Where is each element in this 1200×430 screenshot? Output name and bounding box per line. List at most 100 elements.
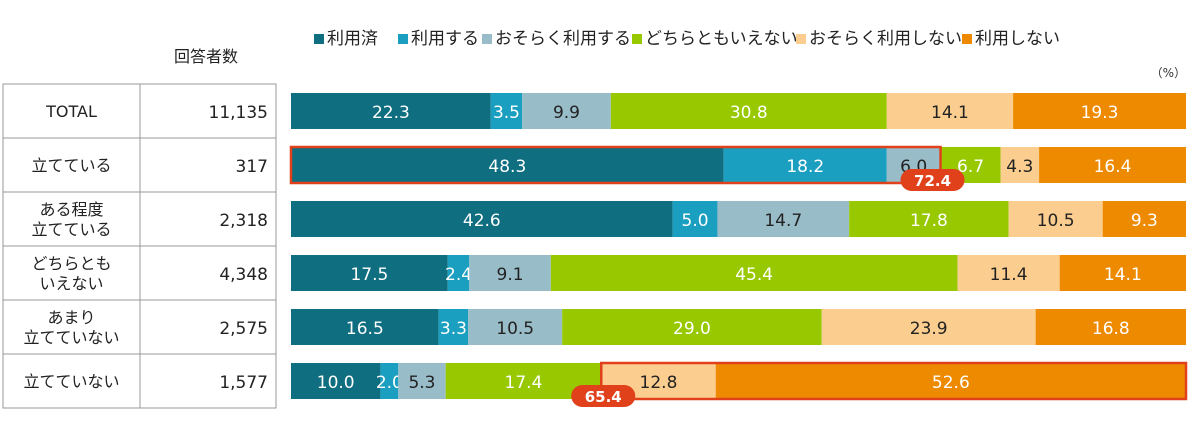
bar-segment	[1035, 309, 1186, 345]
bar-segment	[522, 93, 611, 129]
legend-label: 利用済	[327, 29, 378, 49]
bar-segment	[398, 363, 446, 399]
legend-item: 利用済	[314, 29, 378, 49]
legend-item: 利用する	[398, 29, 479, 49]
bar-value-label: 48.3	[488, 157, 526, 177]
legend-item: おそらく利用しない	[796, 29, 962, 49]
bar-value-label: 29.0	[673, 319, 711, 339]
legend-swatch	[796, 34, 806, 44]
bar-value-label: 14.1	[1104, 265, 1142, 285]
legend-label: おそらく利用する	[495, 29, 631, 49]
bar-value-label: 9.9	[553, 103, 580, 123]
bar-segment	[291, 93, 491, 129]
unit-label: （%）	[1151, 66, 1186, 80]
bar-value-label: 10.5	[1037, 211, 1075, 231]
bar-value-label: 18.2	[786, 157, 824, 177]
bar-value-label: 5.0	[682, 211, 709, 231]
row-category-label: あまり	[47, 308, 95, 327]
bar-value-label: 17.8	[910, 211, 948, 231]
bar-value-label: 52.6	[932, 373, 970, 393]
row-category-label: ある程度	[39, 200, 103, 219]
bar-segment	[1013, 93, 1186, 129]
row-respondents: 2,318	[219, 211, 268, 231]
bar-segment	[291, 255, 448, 291]
bar-value-label: 14.7	[764, 211, 802, 231]
bar-value-label: 17.4	[505, 373, 543, 393]
row-respondents: 4,348	[219, 265, 268, 285]
row-category-label: TOTAL	[45, 102, 97, 121]
legend-swatch	[314, 34, 324, 44]
row-respondents: 317	[236, 157, 268, 177]
bar-value-label: 3.3	[440, 319, 467, 339]
bar-value-label: 23.9	[910, 319, 948, 339]
bar-segment	[550, 255, 958, 291]
bar-segment	[291, 147, 724, 183]
bar-value-label: 5.3	[408, 373, 435, 393]
bar-segment	[821, 309, 1036, 345]
chart-row: 立てていない 1,577 10.0 2.0 5.3 17.4 12.8 52.6	[23, 363, 1186, 399]
bar-segment	[717, 201, 850, 237]
legend-item: どちらともいえない	[632, 29, 798, 49]
bar-segment	[1039, 147, 1186, 183]
bar-value-label: 4.3	[1006, 157, 1033, 177]
bar-segment	[291, 201, 673, 237]
bar-value-label: 42.6	[463, 211, 501, 231]
row-category-label: いえない	[39, 274, 103, 293]
chart-row: どちらともいえない 4,348 17.5 2.4 9.1 45.4 11.4 14.1	[31, 254, 1186, 293]
bar-segment	[1008, 201, 1103, 237]
highlight-frame	[600, 361, 1188, 401]
row-category-label: 立てていない	[23, 328, 119, 347]
bar-segment	[723, 147, 887, 183]
bar-value-label: 6.7	[957, 157, 984, 177]
bar-value-label: 2.0	[376, 373, 403, 393]
bar-value-label: 16.8	[1092, 319, 1130, 339]
legend-swatch	[482, 34, 492, 44]
legend-swatch	[962, 34, 972, 44]
highlight-group: 65.4	[571, 361, 1188, 407]
row-category-label: 立てている	[31, 156, 111, 175]
row-respondents: 11,135	[209, 103, 268, 123]
bar-segment	[1059, 255, 1186, 291]
legend-label: 利用する	[411, 29, 479, 49]
bar-value-label: 9.3	[1131, 211, 1158, 231]
bar-value-label: 16.4	[1094, 157, 1132, 177]
bar-value-label: 10.0	[317, 373, 355, 393]
bar-segment	[610, 93, 887, 129]
bar-value-label: 11.4	[990, 265, 1028, 285]
bar-value-label: 17.5	[350, 265, 388, 285]
legend: 利用済 利用する おそらく利用する どちらともいえない おそらく利用しない 利用しない	[314, 29, 1060, 49]
bar-segment	[715, 363, 1186, 399]
legend-swatch	[632, 34, 642, 44]
bar-segment	[1102, 201, 1186, 237]
bar-value-label: 12.8	[640, 373, 678, 393]
highlight-total-badge	[900, 169, 965, 191]
bar-value-label: 2.4	[445, 265, 472, 285]
bar-segment	[291, 363, 381, 399]
bar-value-label: 16.5	[346, 319, 384, 339]
bar-segment	[1000, 147, 1040, 183]
bar-segment	[291, 309, 439, 345]
row-category-label: 立てている	[31, 220, 111, 239]
bar-segment	[380, 363, 399, 399]
bar-segment	[562, 309, 822, 345]
bar-value-label: 22.3	[372, 103, 410, 123]
legend-item: 利用しない	[962, 29, 1060, 49]
chart-row: 立てている 317 48.3 18.2 6.0 6.7 4.3 16.4	[31, 147, 1186, 183]
bar-segment	[849, 201, 1009, 237]
bar-value-label: 10.5	[496, 319, 534, 339]
bar-value-label: 9.1	[497, 265, 524, 285]
bar-value-label: 3.5	[493, 103, 520, 123]
legend-label: おそらく利用しない	[809, 29, 962, 49]
legend-label: 利用しない	[975, 29, 1060, 49]
legend-label: どちらともいえない	[645, 29, 798, 49]
bar-value-label: 45.4	[735, 265, 773, 285]
row-category-label: 立てていない	[23, 372, 119, 391]
highlight-total-label: 72.4	[914, 172, 951, 190]
bar-segment	[957, 255, 1060, 291]
table-grid	[2, 83, 277, 409]
bar-segment	[886, 93, 1014, 129]
row-respondents: 1,577	[219, 373, 268, 393]
bar-segment	[447, 255, 470, 291]
bar-segment	[672, 201, 718, 237]
